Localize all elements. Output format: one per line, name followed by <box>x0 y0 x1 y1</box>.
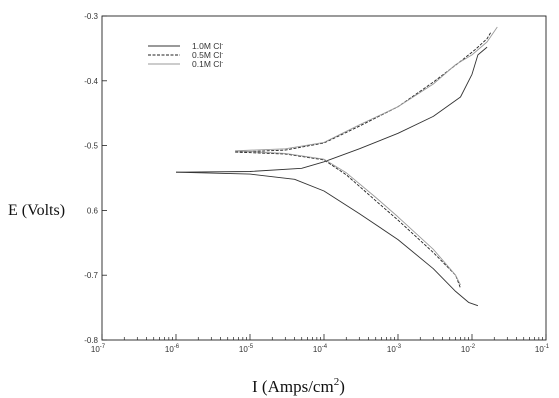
x-tick-base: 10 <box>313 345 322 354</box>
x-tick-exp: -7 <box>100 344 106 350</box>
plot-frame <box>101 15 547 341</box>
x-tick-exp: -2 <box>470 344 476 350</box>
x-axis-title: I (Amps/cm2) <box>252 376 345 396</box>
y-tick-label: 0.6 <box>87 206 99 215</box>
legend-label-text: 1.0M Cl <box>192 41 221 51</box>
x-tick-label: 10-6 <box>165 344 180 354</box>
series-1-cathodic-line <box>175 171 479 307</box>
x-tick-base: 10 <box>387 345 396 354</box>
x-tick-base: 10 <box>165 345 174 354</box>
series-3-cathodic-line <box>235 150 461 286</box>
x-tick-label: 10-4 <box>313 344 328 354</box>
legend-label: 0.1M Cl- <box>192 59 223 69</box>
x-axis-title-sup: 2 <box>334 376 340 388</box>
legend-label-sup: - <box>221 42 223 48</box>
x-axis-title-main: I (Amps/cm <box>252 377 334 396</box>
y-axis-ticks: -0.3 -0.4 -0.5 0.6 -0.7 -0.8 <box>84 12 107 345</box>
y-tick-label: -0.8 <box>84 336 98 345</box>
x-tick-exp: -4 <box>322 344 328 350</box>
y-axis-title: E (Volts) <box>8 202 65 219</box>
series-layer <box>175 26 498 307</box>
legend-label: 1.0M Cl- <box>192 41 223 51</box>
x-tick-exp: -6 <box>174 344 180 350</box>
x-tick-label: 10-1 <box>535 344 550 354</box>
legend-label-sup: - <box>221 51 223 57</box>
y-tick-label: -0.7 <box>84 271 98 280</box>
legend: 1.0M Cl-0.5M Cl-0.1M Cl- <box>148 41 223 69</box>
legend-label-sup: - <box>221 60 223 66</box>
y-tick-label: -0.4 <box>84 77 98 86</box>
series-1-anodic-line <box>175 46 488 173</box>
legend-label-text: 0.5M Cl <box>192 50 221 60</box>
series-2-anodic-line <box>235 31 492 153</box>
x-tick-label: 10-2 <box>461 344 476 354</box>
x-tick-label: 10-5 <box>239 344 254 354</box>
series-3-anodic-line <box>235 26 498 152</box>
x-tick-base: 10 <box>239 345 248 354</box>
series-2-cathodic-line <box>235 151 461 289</box>
x-tick-label: 10-7 <box>91 344 106 354</box>
x-tick-exp: -3 <box>396 344 402 350</box>
legend-label-text: 0.1M Cl <box>192 59 221 69</box>
x-axis-title-close: ) <box>339 377 345 396</box>
x-tick-exp: -1 <box>544 344 550 350</box>
x-tick-base: 10 <box>461 345 470 354</box>
y-tick-label: -0.3 <box>84 12 98 21</box>
y-tick-label: -0.5 <box>84 142 98 151</box>
x-tick-exp: -5 <box>248 344 254 350</box>
legend-label: 0.5M Cl- <box>192 50 223 60</box>
x-axis-ticks: 10-7 10-6 10-5 10-4 10-3 10-2 10-1 <box>91 334 550 354</box>
x-tick-base: 10 <box>91 345 100 354</box>
x-tick-base: 10 <box>535 345 544 354</box>
x-tick-label: 10-3 <box>387 344 402 354</box>
